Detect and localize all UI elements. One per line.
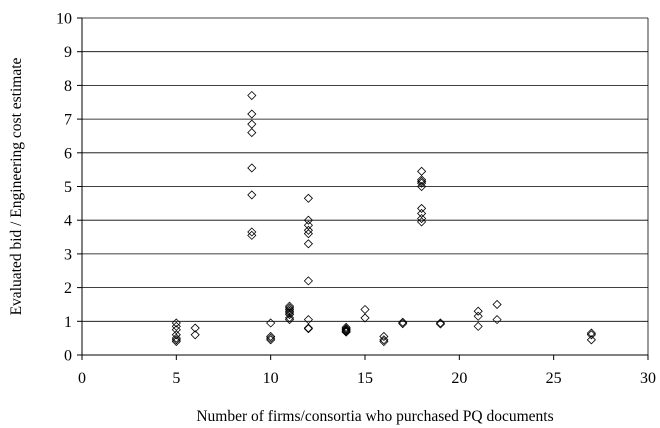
data-point-27 [284,313,295,323]
x-tick-label-5: 5 [172,370,180,387]
data-point-43 [341,326,351,336]
data-point-7 [190,323,200,333]
data-point-64 [473,311,483,321]
data-point-62 [435,319,446,329]
data-point-34 [303,239,313,249]
data-point-14 [247,190,257,200]
data-point-68 [586,328,596,338]
y-tick-label-7: 7 [64,112,72,129]
axes [77,17,649,360]
data-point-45 [360,304,370,315]
data-point-69 [586,330,596,340]
data-point-19 [266,333,276,343]
data-point-3 [171,330,181,340]
x-tick-label-15: 15 [357,370,373,387]
data-point-40 [341,324,351,334]
data-point-39 [341,322,351,332]
data-point-13 [247,163,257,173]
data-point-31 [303,220,313,230]
data-point-41 [341,325,351,335]
data-point-48 [379,335,389,345]
data-point-57 [417,203,427,213]
data-point-11 [247,119,257,129]
data-point-60 [417,217,427,227]
data-point-51 [398,319,408,329]
data-point-1 [171,321,181,331]
data-point-28 [284,315,295,325]
x-axis-title: Number of firms/consortia who purchased … [196,408,553,425]
data-point-38 [303,324,313,334]
data-point-10 [247,109,257,119]
data-point-20 [266,335,276,345]
y-tick-label-8: 8 [64,78,72,95]
data-point-0 [171,318,181,328]
data-point-52 [417,166,427,176]
y-tick-label-10: 10 [56,11,72,28]
y-tick-label-1: 1 [64,314,72,331]
y-tick-label-9: 9 [64,44,72,61]
data-point-47 [379,331,389,342]
data-point-58 [417,208,427,219]
data-point-37 [303,323,313,333]
data-point-29 [303,193,313,203]
data-point-26 [284,309,295,320]
data-point-12 [247,128,257,138]
data-point-42 [341,326,351,336]
data-point-32 [303,225,313,235]
data-point-49 [379,336,389,347]
x-tick-label-30: 30 [640,370,656,387]
y-tick-label-6: 6 [64,145,72,162]
data-point-18 [266,331,276,342]
grid-lines [82,17,649,355]
data-point-17 [266,318,276,328]
y-axis-title: Evaluated bid / Engineering cost estimat… [8,57,25,315]
tick-labels: 0 1 2 3 4 5 6 7 8 9 10 0 5 10 15 20 25 30 [56,11,656,388]
data-point-66 [492,299,502,310]
x-tick-label-0: 0 [78,370,86,387]
data-point-8 [190,330,200,340]
x-tick-label-25: 25 [546,370,562,387]
data-point-50 [398,317,408,327]
y-tick-label-3: 3 [64,246,72,263]
data-point-46 [360,313,370,323]
data-point-67 [492,315,502,325]
data-point-33 [303,229,313,239]
data-point-22 [284,303,295,313]
y-tick-label-4: 4 [64,213,72,230]
data-point-6 [171,336,181,347]
data-points [171,90,596,347]
data-point-59 [417,213,427,224]
data-point-55 [417,178,427,188]
y-tick-label-5: 5 [64,179,72,196]
data-point-9 [247,90,257,101]
data-point-70 [586,335,596,345]
x-tick-label-20: 20 [451,370,467,387]
y-tick-label-0: 0 [64,348,72,365]
data-point-16 [247,230,257,240]
data-point-54 [417,176,427,187]
data-point-36 [303,315,313,325]
data-point-65 [473,321,483,331]
data-point-53 [417,175,427,185]
data-point-56 [417,181,427,192]
data-point-61 [435,318,446,328]
data-point-25 [284,308,295,318]
data-point-35 [303,276,313,286]
y-tick-label-2: 2 [64,280,72,297]
data-point-15 [247,227,257,237]
data-point-4 [171,333,181,343]
data-point-5 [171,335,181,345]
x-tick-label-10: 10 [263,370,279,387]
data-point-63 [473,306,483,316]
data-point-44 [341,327,351,337]
data-point-30 [303,215,313,225]
